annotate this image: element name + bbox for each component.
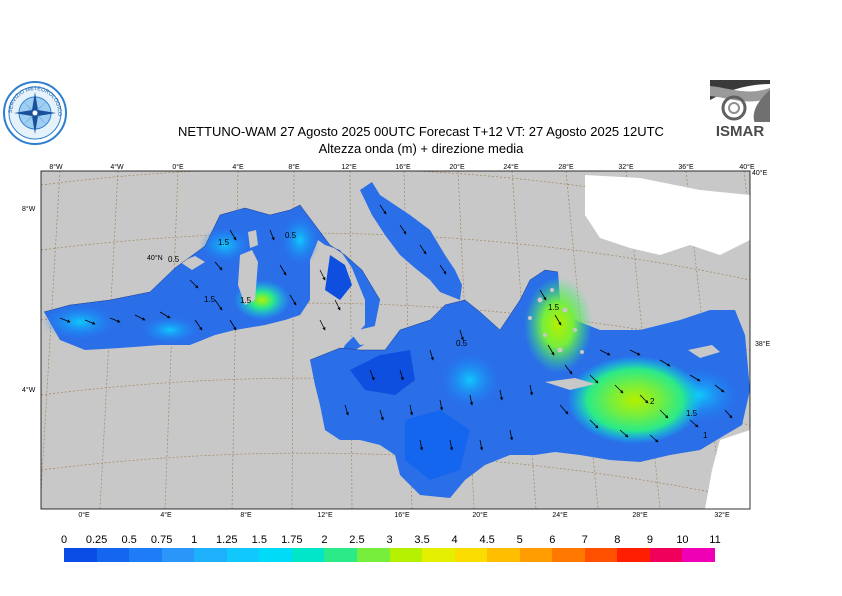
aegean-islands xyxy=(528,288,584,354)
ismar-logo-text: ISMAR xyxy=(716,123,765,140)
top-axis-label: 24°E xyxy=(503,163,519,171)
bottom-axis-label: 8°E xyxy=(240,511,252,519)
colorbar-swatch xyxy=(487,548,521,562)
colorbar-label: 6 xyxy=(549,534,556,546)
top-axis-label: 0°E xyxy=(172,163,184,171)
top-axis-label: 8°E xyxy=(288,163,300,171)
top-axis-label: 16°E xyxy=(395,163,411,171)
colorbar-swatch xyxy=(259,548,293,562)
aegean-high-waves xyxy=(524,277,592,373)
bottom-axis-label: 16°E xyxy=(394,511,410,519)
colorbar-label: 5 xyxy=(516,534,523,546)
contour-label: 1.5 xyxy=(686,409,698,418)
colorbar-swatch xyxy=(96,548,130,562)
map-frame xyxy=(40,170,751,510)
island-sicily xyxy=(350,326,392,345)
colorbar-label: 0.25 xyxy=(85,534,108,546)
colorbar-swatch xyxy=(194,548,228,562)
top-axis-label: 4°W xyxy=(110,163,124,171)
top-axis-labels: 8°W 4°W 0°E 4°E 8°E 12°E 16°E 20°E 24°E 28°E 32°E 3… xyxy=(49,163,755,171)
colorbar-swatch xyxy=(389,548,423,562)
colorbar-label: 3.5 xyxy=(414,534,430,546)
top-axis-label: 12°E xyxy=(341,163,357,171)
levantine-high-waves xyxy=(567,356,703,444)
colorbar-label: 11 xyxy=(709,534,721,546)
colorbar-label: 1 xyxy=(191,534,198,546)
colorbar-swatch xyxy=(454,548,488,562)
contour-label: 0.5 xyxy=(456,339,468,348)
colorbar-label: 0 xyxy=(60,534,68,546)
black-sea-land xyxy=(585,175,750,255)
colorbar-swatch xyxy=(422,548,456,562)
colorbar-swatch xyxy=(64,548,98,562)
bottom-axis-label: 20°E xyxy=(472,511,488,519)
ismar-logo-icon: ISMAR xyxy=(708,78,772,142)
left-axis-label: 8°W xyxy=(22,205,36,213)
colorbar-label: 1.5 xyxy=(251,534,267,546)
contour-label: 2 xyxy=(650,397,655,406)
top-axis-label: 4°E xyxy=(232,163,244,171)
right-axis-label: 40°E xyxy=(752,169,768,177)
colorbar-swatch xyxy=(356,548,390,562)
contour-label: 1.5 xyxy=(204,295,216,304)
top-axis-label: 28°E xyxy=(558,163,574,171)
colorbar-label: 0.5 xyxy=(121,534,137,546)
colorbar-swatch xyxy=(584,548,618,562)
colorbar-swatch xyxy=(226,548,260,562)
contour-label: 1.5 xyxy=(548,303,560,312)
map-subtitle: Altezza onda (m) + direzione media xyxy=(318,141,524,156)
right-axis-label: 38°E xyxy=(755,340,771,348)
top-axis-label: 32°E xyxy=(618,163,634,171)
contour-label: 1 xyxy=(703,431,708,440)
island-crete xyxy=(545,378,595,390)
contour-label: 1.5 xyxy=(240,296,252,305)
map-title: NETTUNO-WAM 27 Agosto 2025 00UTC Forecas… xyxy=(178,124,664,139)
contour-label: 1.5 xyxy=(218,238,230,247)
top-axis-label: 8°W xyxy=(49,163,63,171)
top-axis-label: 36°E xyxy=(678,163,694,171)
bottom-axis-label: 4°E xyxy=(160,511,172,519)
colorbar-swatch xyxy=(291,548,325,562)
colorbar-label: 8 xyxy=(614,534,621,546)
colorbar-label: 2.5 xyxy=(349,534,365,546)
island-sardinia xyxy=(238,250,258,305)
left-axis-label: 40°N xyxy=(147,254,163,262)
left-axis-label: 4°W xyxy=(22,386,36,394)
bottom-axis-label: 28°E xyxy=(632,511,648,519)
colorbar-label: 1.75 xyxy=(281,534,303,546)
top-axis-label: 40°E xyxy=(739,163,755,171)
colorbar-label: 4 xyxy=(451,534,458,546)
bottom-axis-label: 32°E xyxy=(714,511,730,519)
island-cyprus xyxy=(688,345,720,358)
colorbar-label: 3 xyxy=(386,534,393,546)
top-axis-label: 20°E xyxy=(449,163,465,171)
colorbar-swatch xyxy=(161,548,195,562)
colorbar-swatch xyxy=(129,548,163,562)
colorbar-label: 4.5 xyxy=(479,534,495,546)
wave-direction-arrows xyxy=(59,204,733,451)
colorbar-swatch xyxy=(617,548,651,562)
colorbar-label: 9 xyxy=(646,534,653,546)
colorbar-label: 10 xyxy=(676,534,689,546)
bottom-axis-labels: 0°E 4°E 8°E 12°E 16°E 20°E 24°E 28°E 32°E xyxy=(78,511,730,519)
contour-label: 0.5 xyxy=(285,231,297,240)
land-southeast xyxy=(705,430,750,509)
colorbar-swatch xyxy=(682,548,716,562)
colorbar-swatch xyxy=(649,548,683,562)
bottom-axis-label: 12°E xyxy=(317,511,333,519)
bottom-axis-label: 24°E xyxy=(552,511,568,519)
colorbar-swatch xyxy=(324,548,358,562)
colorbar-label: 1.25 xyxy=(216,534,238,546)
colorbar-swatch xyxy=(519,548,553,562)
contour-label: 0.5 xyxy=(168,255,180,264)
bottom-axis-label: 0°E xyxy=(78,511,90,519)
colorbar-swatch xyxy=(552,548,586,562)
compass-rose-seal-icon: SERVIZIO METEOROLOGICO xyxy=(3,81,67,145)
colorbar-label: 7 xyxy=(581,534,588,546)
colorbar-label: 0.75 xyxy=(150,534,173,546)
colorbar-label: 2 xyxy=(321,534,328,546)
island-corsica xyxy=(248,230,258,248)
